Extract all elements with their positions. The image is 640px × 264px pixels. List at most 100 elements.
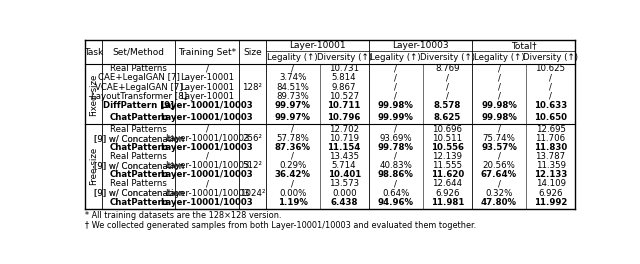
Text: Layer-10001: Layer-10001 (180, 92, 234, 101)
Text: 10.633: 10.633 (534, 101, 567, 110)
Text: 6.438: 6.438 (330, 198, 358, 207)
Text: /: / (394, 73, 397, 82)
Text: Fixed-size: Fixed-size (89, 73, 98, 116)
Text: Legality (↑): Legality (↑) (474, 53, 524, 62)
Text: Legality (↑): Legality (↑) (268, 53, 318, 62)
Text: 99.97%: 99.97% (275, 101, 310, 110)
Text: Task: Task (84, 48, 103, 56)
Text: 93.69%: 93.69% (380, 134, 412, 143)
Text: /: / (497, 92, 500, 101)
Text: Diversity (↑): Diversity (↑) (523, 53, 578, 62)
Text: 14.109: 14.109 (536, 179, 566, 188)
Text: /: / (549, 73, 552, 82)
Text: /: / (291, 152, 294, 161)
Text: /: / (394, 92, 397, 101)
Text: 99.97%: 99.97% (275, 113, 310, 122)
Text: Layer-10001/10003: Layer-10001/10003 (161, 101, 253, 110)
Text: Layer-10001: Layer-10001 (289, 41, 346, 50)
Text: /: / (497, 83, 500, 92)
Text: [9] w/ Concatenation: [9] w/ Concatenation (93, 161, 184, 170)
Text: 11.359: 11.359 (536, 161, 566, 170)
Text: /: / (497, 152, 500, 161)
Text: [9] w/ Concatenation: [9] w/ Concatenation (93, 188, 184, 197)
Text: 0.000: 0.000 (332, 188, 356, 197)
Text: 12.644: 12.644 (432, 179, 463, 188)
Text: 10.731: 10.731 (329, 64, 359, 73)
Text: [9] w/ Concatenation: [9] w/ Concatenation (93, 161, 184, 170)
Text: 89.73%: 89.73% (276, 92, 309, 101)
Text: 99.99%: 99.99% (378, 113, 413, 122)
Text: 87.36%: 87.36% (275, 143, 310, 152)
Text: Layer-10001/10003: Layer-10001/10003 (161, 170, 253, 179)
Text: 99.98%: 99.98% (378, 101, 413, 110)
Text: Real Patterns: Real Patterns (110, 125, 167, 134)
Text: 13.573: 13.573 (329, 179, 359, 188)
Text: 128²: 128² (243, 83, 262, 92)
Text: 8.769: 8.769 (435, 64, 460, 73)
Text: 75.74%: 75.74% (483, 134, 515, 143)
Text: 5.814: 5.814 (332, 73, 356, 82)
Text: [9] w/ Concatenation: [9] w/ Concatenation (93, 188, 184, 197)
Text: 93.57%: 93.57% (481, 143, 517, 152)
Text: Real Patterns: Real Patterns (110, 152, 167, 161)
Text: Layer-10001/10003: Layer-10001/10003 (161, 113, 253, 122)
Text: ChatPattern: ChatPattern (109, 143, 168, 152)
Text: Layer-10001: Layer-10001 (180, 73, 234, 82)
Text: 0.32%: 0.32% (485, 188, 513, 197)
Text: /: / (394, 83, 397, 92)
Text: † We collected generated samples from both Layer-10001/10003 and evaluated them : † We collected generated samples from bo… (85, 221, 476, 230)
Text: /: / (446, 83, 449, 92)
Text: /: / (291, 179, 294, 188)
Text: /: / (291, 64, 294, 73)
Text: 12.133: 12.133 (534, 170, 567, 179)
Text: 20.56%: 20.56% (483, 161, 515, 170)
Text: Real Patterns: Real Patterns (110, 179, 167, 188)
Text: 11.555: 11.555 (432, 161, 463, 170)
Text: Layer-10001/10003: Layer-10001/10003 (165, 188, 250, 197)
Text: 0.29%: 0.29% (279, 161, 306, 170)
Text: 11.981: 11.981 (431, 198, 464, 207)
Text: 6.926: 6.926 (435, 188, 460, 197)
Text: 8.625: 8.625 (434, 113, 461, 122)
Text: Layer-10001/10003: Layer-10001/10003 (165, 161, 250, 170)
Text: Layer-10001: Layer-10001 (180, 83, 234, 92)
Text: * All training datasets are the 128×128 version.: * All training datasets are the 128×128 … (85, 211, 282, 220)
Text: 10.696: 10.696 (433, 125, 462, 134)
Text: /: / (205, 125, 209, 134)
Text: 12.139: 12.139 (433, 152, 462, 161)
Text: [9] w/ Concatenation: [9] w/ Concatenation (93, 161, 184, 170)
Text: 10.711: 10.711 (328, 101, 361, 110)
Text: ChatPattern: ChatPattern (109, 198, 168, 207)
Text: 36.42%: 36.42% (275, 170, 310, 179)
Text: 10.511: 10.511 (432, 134, 463, 143)
Text: Real Patterns: Real Patterns (110, 64, 167, 73)
Text: Layer-10001/10003: Layer-10001/10003 (165, 134, 250, 143)
Text: 1.19%: 1.19% (278, 198, 308, 207)
Text: 10.527: 10.527 (329, 92, 359, 101)
Text: 11.620: 11.620 (431, 170, 464, 179)
Text: 10.556: 10.556 (431, 143, 464, 152)
Text: /: / (497, 64, 500, 73)
Text: 99.78%: 99.78% (378, 143, 414, 152)
Text: 11.830: 11.830 (534, 143, 567, 152)
Text: 5.714: 5.714 (332, 161, 356, 170)
Text: 67.64%: 67.64% (481, 170, 517, 179)
Text: Layer-10001/10003: Layer-10001/10003 (161, 143, 253, 152)
Text: 12.695: 12.695 (536, 125, 566, 134)
Text: 10.796: 10.796 (328, 113, 361, 122)
Text: 8.578: 8.578 (434, 101, 461, 110)
Text: 3.74%: 3.74% (279, 73, 307, 82)
Text: /: / (394, 125, 397, 134)
Text: 40.83%: 40.83% (380, 161, 412, 170)
Text: Legality (↑): Legality (↑) (371, 53, 421, 62)
Text: CAE+LegalGAN [7]: CAE+LegalGAN [7] (98, 73, 180, 82)
Text: [9] w/ Concatenation: [9] w/ Concatenation (93, 134, 184, 143)
Text: 98.86%: 98.86% (378, 170, 413, 179)
Text: [9] w/ Concatenation: [9] w/ Concatenation (93, 134, 184, 143)
Text: 9.867: 9.867 (332, 83, 356, 92)
Text: 11.154: 11.154 (328, 143, 361, 152)
Text: /: / (497, 125, 500, 134)
Text: /: / (549, 92, 552, 101)
Text: /: / (446, 73, 449, 82)
Text: ChatPattern: ChatPattern (109, 113, 168, 122)
